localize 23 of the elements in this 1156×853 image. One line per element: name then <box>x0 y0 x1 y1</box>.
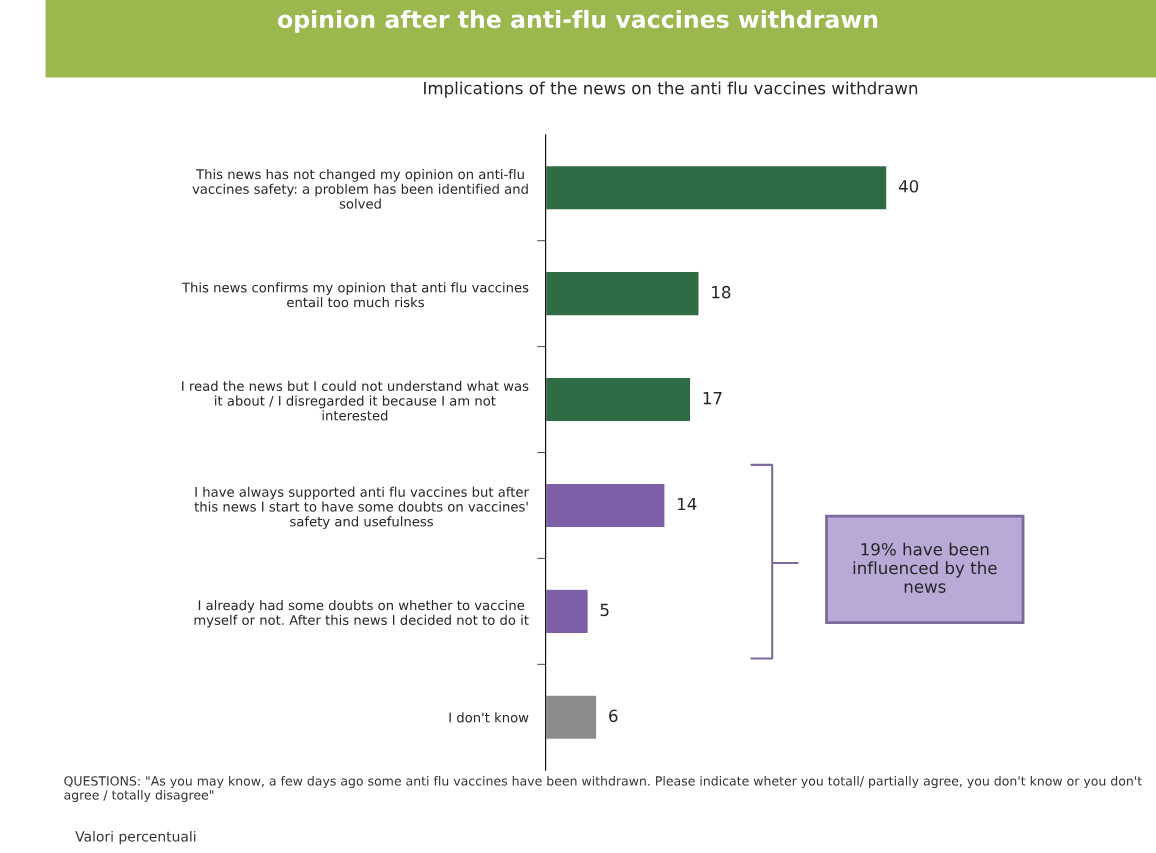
bar <box>545 588 589 635</box>
data-label: 5 <box>600 603 609 617</box>
bar <box>545 164 888 211</box>
y-tick-label: I don't know <box>449 712 529 723</box>
data-label: 6 <box>609 709 618 723</box>
bar <box>545 482 666 529</box>
data-label: 17 <box>703 392 722 405</box>
bar <box>545 376 692 423</box>
chart-title: opinion after the anti-flu vaccines withdrawn <box>278 9 878 33</box>
data-label: 18 <box>712 285 731 299</box>
y-tick-label: I read the news but I could not understand what was it about / I disregarded it because I am not interested <box>182 380 529 421</box>
data-label: 40 <box>898 179 919 193</box>
text: QUESTIONS: "As you may know, a few days ago some anti flu vaccines have been withdrawn. Please indicate wheter you totall/ partially agree, you don't know or you don't agree / totally disagree" <box>64 775 1142 803</box>
y-tick-label: I already had some doubts on whether to vaccine myself or not. After this news I decided not to do it <box>194 599 529 628</box>
annotation: 19% have been influenced by the news <box>853 542 997 593</box>
bar <box>545 694 598 741</box>
y-tick-label: This news has not changed my opinion on anti-flu vaccines safety: a problem has been identified and solved <box>192 168 528 209</box>
bar <box>545 270 700 317</box>
y-tick-label: This news confirms my opinion that anti flu vaccines entail too much risks <box>181 282 529 308</box>
text: Valori percentuali <box>75 830 196 845</box>
y-tick-label: I have always supported anti flu vaccines but after this news I start to have some doubts on vaccines' safety and usefulness <box>194 486 529 530</box>
data-label: 14 <box>678 497 697 511</box>
chart-subtitle: Implications of the news on the anti flu vaccines withdrawn <box>424 81 918 98</box>
